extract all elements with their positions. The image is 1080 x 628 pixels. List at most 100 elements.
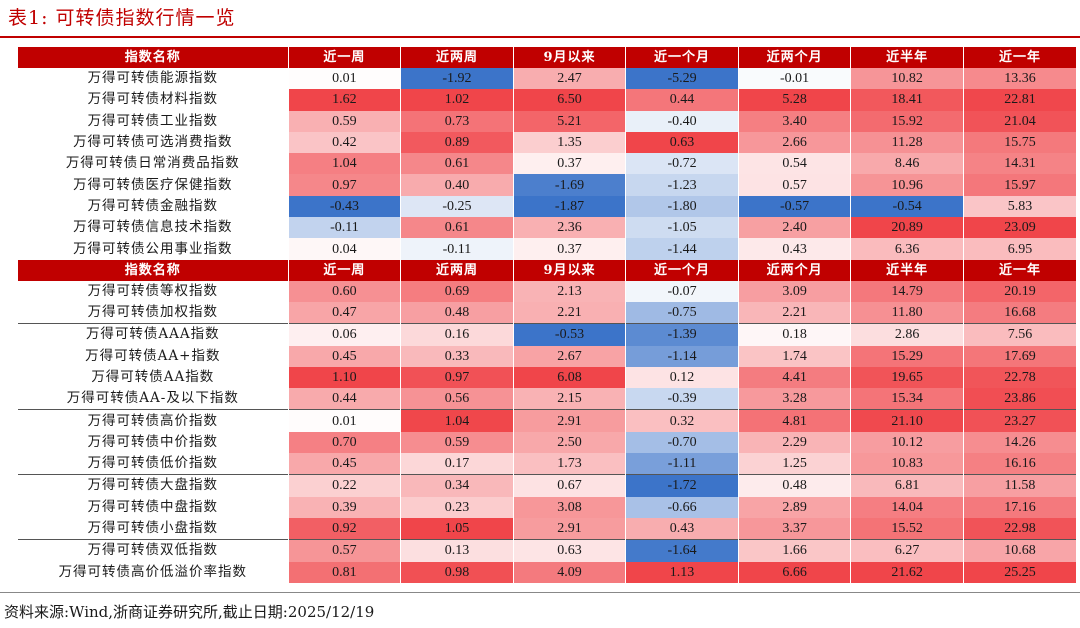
value-cell: 0.06 [288,323,402,346]
column-header: 近半年 [850,259,964,281]
index-name: 万得可转债小盘指数 [18,517,289,540]
value-cell: -0.43 [288,195,402,218]
value-cell: 15.92 [850,110,964,132]
table-row: 万得可转债中盘指数 0.39 0.23 3.08 -0.66 2.89 14.04 17.16 [18,496,1076,518]
table-row: 万得可转债AA指数 1.10 0.97 6.08 0.12 4.41 19.65 22.78 [18,366,1076,389]
column-header: 近一年 [963,47,1076,68]
value-cell: 0.48 [400,301,514,324]
value-cell: 1.66 [738,539,852,562]
value-cell: 6.50 [513,89,627,111]
value-cell: 0.18 [738,323,852,346]
value-cell: 0.48 [738,474,852,497]
value-cell: 3.37 [738,517,852,540]
value-cell: 14.31 [963,153,1076,175]
title-divider [0,36,1080,38]
value-cell: 6.27 [850,539,964,562]
index-name: 万得可转债加权指数 [18,301,289,324]
value-cell: 21.10 [850,409,964,432]
value-cell: -0.07 [625,280,739,302]
value-cell: 14.04 [850,496,964,518]
source-divider [0,592,1080,593]
value-cell: 0.01 [288,68,402,90]
value-cell: 23.86 [963,388,1076,410]
index-name: 万得可转债大盘指数 [18,474,289,497]
table-row: 万得可转债等权指数 0.60 0.69 2.13 -0.07 3.09 14.79 20.19 [18,280,1076,302]
value-cell: 16.68 [963,301,1076,324]
value-cell: 15.75 [963,131,1076,154]
table-title: 表1: 可转债指数行情一览 [8,7,236,29]
value-cell: 0.67 [513,474,627,497]
value-cell: -0.54 [850,195,964,218]
value-cell: 2.91 [513,409,627,432]
value-cell: 0.17 [400,453,514,475]
value-cell: -1.14 [625,345,739,367]
value-cell: 1.13 [625,561,739,583]
column-header: 近两个月 [738,259,852,281]
value-cell: 0.12 [625,366,739,389]
value-cell: 0.33 [400,345,514,367]
value-cell: 15.52 [850,517,964,540]
value-cell: 0.13 [400,539,514,562]
value-cell: 10.68 [963,539,1076,562]
value-cell: 0.34 [400,474,514,497]
column-header: 指数名称 [18,259,289,281]
value-cell: 10.82 [850,68,964,90]
value-cell: -0.53 [513,323,627,346]
value-cell: 0.60 [288,280,402,302]
value-cell: 15.29 [850,345,964,367]
value-cell: 0.45 [288,345,402,367]
value-cell: 6.08 [513,366,627,389]
value-cell: 14.26 [963,431,1076,454]
value-cell: 22.81 [963,89,1076,111]
index-name: 万得可转债高价指数 [18,409,289,432]
value-cell: 7.56 [963,323,1076,346]
value-cell: -1.80 [625,195,739,218]
table-row: 万得可转债AAA指数 0.06 0.16 -0.53 -1.39 0.18 2.86 7.56 [18,323,1076,346]
value-cell: 0.40 [400,174,514,196]
index-name: 万得可转债低价指数 [18,453,289,475]
value-cell: 2.50 [513,431,627,454]
index-name: 万得可转债双低指数 [18,539,289,562]
value-cell: -1.69 [513,174,627,196]
table-row: 万得可转债AA-及以下指数 0.44 0.56 2.15 -0.39 3.28 15.34 2… [18,388,1076,410]
index-name: 万得可转债工业指数 [18,110,289,132]
value-cell: 0.97 [400,366,514,389]
value-cell: 11.28 [850,131,964,154]
value-cell: 0.92 [288,517,402,540]
value-cell: 2.21 [513,301,627,324]
value-cell: 4.81 [738,409,852,432]
value-cell: 0.54 [738,153,852,175]
index-name: 万得可转债中价指数 [18,431,289,454]
value-cell: 1.10 [288,366,402,389]
value-cell: 5.28 [738,89,852,111]
value-cell: 0.63 [513,539,627,562]
value-cell: 20.19 [963,280,1076,302]
value-cell: 1.04 [288,153,402,175]
value-cell: 0.57 [288,539,402,562]
table-row: 万得可转债AA+指数 0.45 0.33 2.67 -1.14 1.74 15.29 17.6… [18,345,1076,367]
column-header: 指数名称 [18,47,289,68]
value-cell: 2.13 [513,280,627,302]
value-cell: -5.29 [625,68,739,90]
value-cell: 3.40 [738,110,852,132]
value-cell: 0.44 [288,388,402,410]
value-cell: 10.12 [850,431,964,454]
value-cell: 0.43 [625,517,739,540]
table-row: 万得可转债公用事业指数 0.04 -0.11 0.37 -1.44 0.43 6.36 6.9… [18,238,1076,260]
value-cell: 2.86 [850,323,964,346]
index-name: 万得可转债AA+指数 [18,345,289,367]
index-name: 万得可转债中盘指数 [18,496,289,518]
value-cell: -1.11 [625,453,739,475]
value-cell: 0.01 [288,409,402,432]
table-row: 万得可转债中价指数 0.70 0.59 2.50 -0.70 2.29 10.12 14.26 [18,431,1076,454]
value-cell: 25.25 [963,561,1076,583]
index-name: 万得可转债医疗保健指数 [18,174,289,196]
value-cell: 0.57 [738,174,852,196]
value-cell: -1.72 [625,474,739,497]
value-cell: 0.16 [400,323,514,346]
table-row: 万得可转债金融指数 -0.43 -0.25 -1.87 -1.80 -0.57 -0.54 5… [18,195,1076,218]
value-cell: 8.46 [850,153,964,175]
column-header: 近一周 [288,47,402,68]
value-cell: -1.39 [625,323,739,346]
value-cell: 0.89 [400,131,514,154]
